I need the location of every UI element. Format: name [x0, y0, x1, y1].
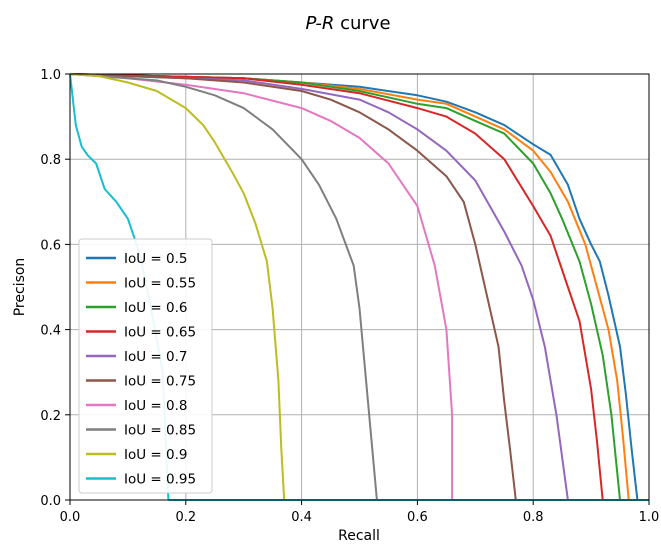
y-axis-ticks: 0.0 0.2 0.4 0.6 0.8 1.0: [40, 68, 70, 509]
series-line-8: [69, 73, 286, 501]
y-tick-label: 0.0: [40, 494, 61, 509]
series-line-6: [69, 73, 454, 500]
series-line-3: [69, 73, 604, 501]
legend-label-0: IoU = 0.5: [124, 251, 188, 267]
x-tick-label: 0.8: [523, 510, 544, 525]
series-line-1: [69, 73, 630, 501]
x-axis-label: Recall: [338, 528, 380, 544]
x-axis-ticks: 0.0 0.2 0.4 0.6 0.8 1.0: [60, 500, 660, 525]
series-line-7: [69, 73, 378, 501]
legend: IoU = 0.5 IoU = 0.55 IoU = 0.6 IoU = 0.65 Io…: [78, 238, 213, 494]
chart-title-italic: P-R: [305, 13, 334, 34]
legend-label-9: IoU = 0.95: [124, 472, 196, 488]
x-tick-label: 0.0: [60, 510, 81, 525]
x-tick-label: 0.6: [407, 510, 428, 525]
chart-title-rest: curve: [334, 13, 390, 34]
x-tick-label: 0.2: [175, 510, 196, 525]
series-line-5: [69, 73, 517, 501]
legend-label-8: IoU = 0.9: [124, 447, 188, 463]
x-tick-label: 1.0: [639, 510, 660, 525]
legend-label-7: IoU = 0.85: [124, 423, 196, 439]
y-tick-label: 0.8: [40, 153, 61, 168]
y-tick-label: 0.4: [40, 324, 61, 339]
legend-label-5: IoU = 0.75: [124, 374, 196, 390]
series-lines: [69, 73, 649, 501]
legend-label-6: IoU = 0.8: [124, 398, 188, 414]
legend-label-3: IoU = 0.65: [124, 325, 196, 341]
legend-label-2: IoU = 0.6: [124, 300, 188, 316]
y-tick-label: 1.0: [40, 68, 61, 83]
y-tick-label: 0.2: [40, 409, 61, 424]
y-axis-label: Precison: [12, 258, 28, 317]
series-line-4: [69, 73, 569, 501]
legend-label-4: IoU = 0.7: [124, 349, 188, 365]
x-tick-label: 0.4: [291, 510, 312, 525]
legend-label-1: IoU = 0.55: [124, 276, 196, 292]
y-tick-label: 0.6: [40, 238, 61, 253]
plot-frame: [69, 73, 650, 501]
series-line-0: [69, 73, 639, 501]
series-line-2: [69, 73, 621, 501]
chart-title: P-R curve: [305, 13, 390, 34]
